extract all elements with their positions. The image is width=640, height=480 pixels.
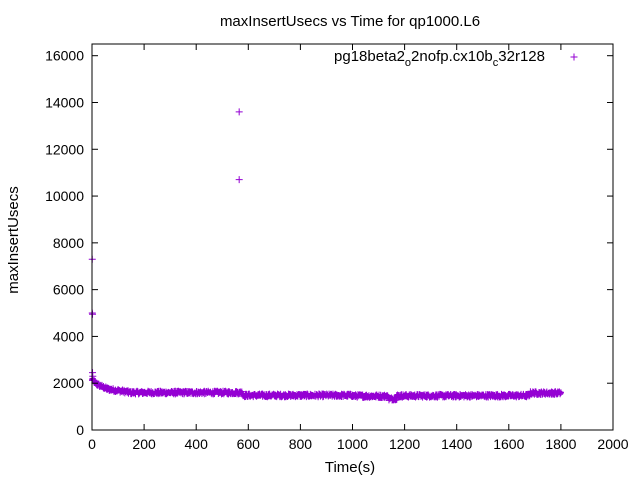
outlier-point bbox=[235, 108, 243, 116]
data-series bbox=[88, 108, 564, 404]
legend-label-subscript-1: o bbox=[405, 57, 411, 69]
y-tick-label: 10000 bbox=[45, 188, 84, 204]
x-tick-label: 400 bbox=[185, 436, 209, 452]
y-tick-label: 14000 bbox=[45, 94, 84, 110]
legend-label-part-2: 2nofp.cx10b bbox=[411, 48, 493, 65]
x-tick-label: 1400 bbox=[441, 436, 472, 452]
y-tick-label: 12000 bbox=[45, 141, 84, 157]
chart-title: maxInsertUsecs vs Time for qp1000.L6 bbox=[220, 13, 480, 30]
y-axis-label: maxInsertUsecs bbox=[5, 186, 22, 294]
legend-label-subscript-2: c bbox=[493, 57, 499, 69]
plot-border bbox=[91, 43, 614, 431]
legend-label: pg18beta2o2nofp.cx10bc32r128 bbox=[334, 48, 545, 69]
legend: pg18beta2o2nofp.cx10bc32r128 bbox=[334, 48, 578, 69]
x-tick-label: 200 bbox=[132, 436, 156, 452]
x-tick-label: 800 bbox=[289, 436, 313, 452]
x-tick-label: 2000 bbox=[597, 436, 628, 452]
legend-label-part-3: 32r128 bbox=[498, 48, 545, 65]
y-tick-label: 16000 bbox=[45, 48, 84, 64]
outlier-point bbox=[89, 310, 97, 318]
x-axis-label: Time(s) bbox=[325, 459, 375, 476]
y-tick-label: 8000 bbox=[53, 235, 84, 251]
outlier-point bbox=[235, 176, 243, 184]
y-tick-label: 6000 bbox=[53, 282, 84, 298]
y-tick-label: 2000 bbox=[53, 375, 84, 391]
data-point bbox=[557, 389, 564, 396]
legend-label-part-1: pg18beta2 bbox=[334, 48, 405, 65]
x-tick-label: 1600 bbox=[493, 436, 524, 452]
y-axis: 0 2000 4000 6000 8000 10000 12000 14000 16000 bbox=[45, 48, 613, 438]
x-tick-label: 1000 bbox=[337, 436, 368, 452]
legend-marker bbox=[570, 53, 578, 61]
outlier-point bbox=[89, 372, 97, 380]
x-tick-label: 1200 bbox=[389, 436, 420, 452]
x-axis: 0 200 400 600 800 1000 1200 1400 1600 1800 2000 bbox=[88, 44, 629, 452]
y-tick-label: 0 bbox=[76, 422, 84, 438]
x-tick-label: 600 bbox=[237, 436, 261, 452]
y-tick-label: 4000 bbox=[53, 328, 84, 344]
x-tick-label: 0 bbox=[88, 436, 96, 452]
plot-area bbox=[88, 108, 564, 404]
legend-marker-symbol bbox=[570, 53, 578, 61]
x-tick-label: 1800 bbox=[545, 436, 576, 452]
